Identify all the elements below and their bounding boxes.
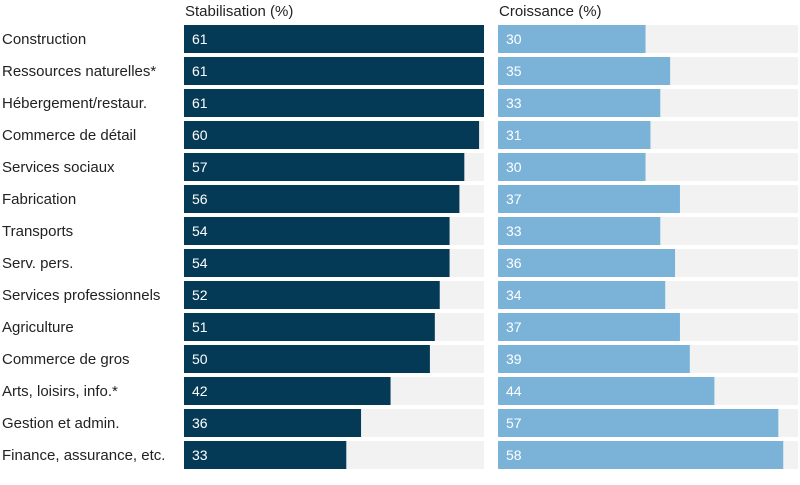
bar xyxy=(184,153,465,181)
data-label: 42 xyxy=(192,383,208,399)
bar xyxy=(498,377,715,405)
category-label: Hébergement/restaur. xyxy=(2,95,147,112)
bar xyxy=(184,281,440,309)
data-label: 54 xyxy=(192,255,208,271)
data-label: 56 xyxy=(192,191,208,207)
data-label: 60 xyxy=(192,127,208,143)
series-title-0: Stabilisation (%) xyxy=(185,3,293,20)
bar xyxy=(498,441,784,469)
bar xyxy=(184,25,484,53)
data-label: 35 xyxy=(506,63,522,79)
bar xyxy=(498,409,779,437)
data-label: 61 xyxy=(192,63,208,79)
bar xyxy=(184,441,347,469)
category-label: Services sociaux xyxy=(2,159,115,176)
category-label: Construction xyxy=(2,31,86,48)
data-label: 50 xyxy=(192,351,208,367)
category-label: Commerce de détail xyxy=(2,127,136,144)
data-label: 30 xyxy=(506,31,522,47)
data-label: 33 xyxy=(506,95,522,111)
category-label: Ressources naturelles* xyxy=(2,63,156,80)
data-label: 57 xyxy=(192,159,208,175)
bar xyxy=(498,153,646,181)
data-label: 33 xyxy=(192,447,208,463)
bar xyxy=(184,377,391,405)
data-label: 31 xyxy=(506,127,522,143)
data-label: 36 xyxy=(192,415,208,431)
data-label: 61 xyxy=(192,95,208,111)
data-label: 34 xyxy=(506,287,522,303)
bar xyxy=(184,217,450,245)
category-label: Commerce de gros xyxy=(2,351,130,368)
data-label: 39 xyxy=(506,351,522,367)
bar xyxy=(184,185,460,213)
bar xyxy=(498,345,690,373)
bar xyxy=(498,89,661,117)
category-label: Serv. pers. xyxy=(2,255,73,272)
bar xyxy=(498,25,646,53)
bar xyxy=(498,281,666,309)
bar xyxy=(498,57,671,85)
bar xyxy=(498,217,661,245)
category-label: Transports xyxy=(2,223,73,240)
bar xyxy=(184,249,450,277)
series-title-1: Croissance (%) xyxy=(499,3,602,20)
bar xyxy=(184,121,480,149)
bar xyxy=(498,313,680,341)
bar xyxy=(184,89,484,117)
bar xyxy=(498,185,680,213)
category-label: Services professionnels xyxy=(2,287,160,304)
bar xyxy=(184,313,435,341)
data-label: 37 xyxy=(506,319,522,335)
data-label: 51 xyxy=(192,319,208,335)
data-label: 37 xyxy=(506,191,522,207)
data-label: 52 xyxy=(192,287,208,303)
category-label: Gestion et admin. xyxy=(2,415,120,432)
data-label: 57 xyxy=(506,415,522,431)
data-label: 54 xyxy=(192,223,208,239)
data-label: 30 xyxy=(506,159,522,175)
bar xyxy=(498,249,676,277)
data-label: 61 xyxy=(192,31,208,47)
bar xyxy=(184,409,362,437)
data-label: 58 xyxy=(506,447,522,463)
bar xyxy=(498,121,651,149)
data-label: 33 xyxy=(506,223,522,239)
data-label: 36 xyxy=(506,255,522,271)
data-label: 44 xyxy=(506,383,522,399)
bar xyxy=(184,57,484,85)
category-label: Arts, loisirs, info.* xyxy=(2,383,118,400)
bar xyxy=(184,345,430,373)
category-label: Finance, assurance, etc. xyxy=(2,447,165,464)
category-label: Agriculture xyxy=(2,319,74,336)
category-label: Fabrication xyxy=(2,191,76,208)
